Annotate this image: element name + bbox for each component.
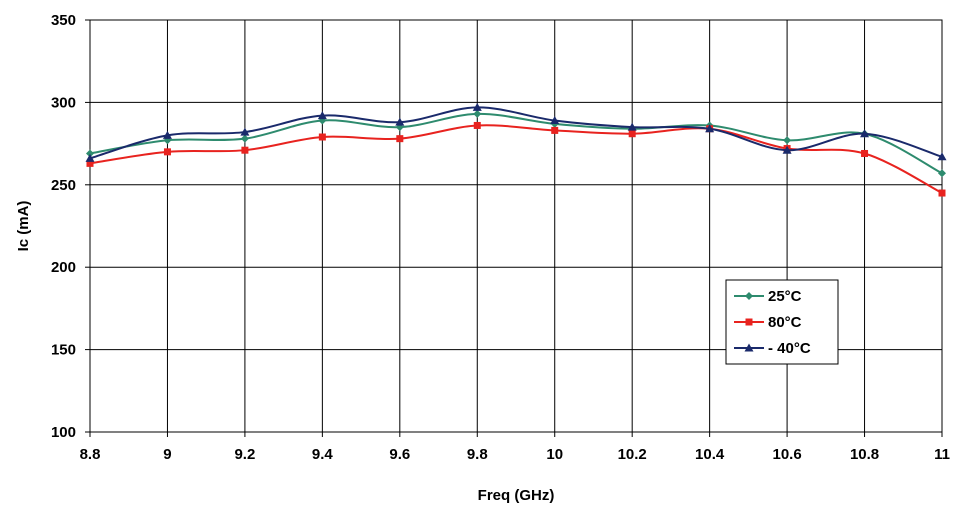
data-point <box>318 133 326 141</box>
data-point <box>782 145 792 154</box>
legend-item: - 40°C <box>734 340 811 357</box>
legend: 25°C 80°C - 40°C <box>725 279 839 365</box>
data-point <box>551 126 559 134</box>
series-line <box>89 112 943 175</box>
series-line <box>89 124 943 194</box>
series-line <box>89 106 943 160</box>
y-tick-label: 250 <box>51 177 76 194</box>
series-layer <box>85 102 947 197</box>
plot-frame <box>89 19 943 433</box>
series-0 <box>86 109 946 178</box>
data-point <box>473 109 482 118</box>
legend-marker <box>744 343 754 352</box>
x-tick-label: 9.4 <box>312 446 334 463</box>
series-2 <box>85 102 947 162</box>
x-tick-label: 10 <box>546 446 563 463</box>
legend-label: 80°C <box>768 314 802 331</box>
data-point <box>938 169 946 178</box>
data-point <box>783 136 792 145</box>
data-point <box>86 149 94 158</box>
legend-label: 25°C <box>768 288 802 305</box>
data-point <box>85 153 95 162</box>
x-axis-title: Freq (GHz) <box>478 487 555 504</box>
data-point <box>162 130 172 139</box>
x-tick-labels: 8.8 9 9.2 9.4 9.6 9.8 10 10.2 10.4 10.6 10.8 11 <box>80 446 950 463</box>
legend-item: 80°C <box>734 314 802 331</box>
y-tick-label: 300 <box>51 94 76 111</box>
x-tick-label: 10.8 <box>850 446 879 463</box>
data-point <box>861 149 869 157</box>
x-tick-label: 8.8 <box>80 446 101 463</box>
y-tick-label: 100 <box>51 424 76 441</box>
data-point <box>396 135 404 143</box>
x-tick-label: 10.4 <box>695 446 725 463</box>
data-point <box>705 124 715 133</box>
x-tick-label: 10.6 <box>772 446 801 463</box>
x-tick-label: 9.8 <box>467 446 488 463</box>
gridlines <box>85 19 943 437</box>
data-point <box>628 130 636 138</box>
x-tick-label: 10.2 <box>618 446 647 463</box>
data-point <box>86 159 94 167</box>
data-point <box>472 102 482 111</box>
data-point <box>937 152 947 161</box>
data-point <box>317 111 327 120</box>
data-point <box>938 189 946 197</box>
data-point <box>241 146 249 154</box>
x-tick-label: 11 <box>934 446 950 463</box>
x-tick-label: 9 <box>163 446 171 463</box>
data-point <box>627 122 637 131</box>
y-tick-label: 200 <box>51 259 76 276</box>
legend-item: 25°C <box>734 288 802 305</box>
legend-label: - 40°C <box>768 340 811 357</box>
legend-items: 25°C 80°C - 40°C <box>734 288 811 357</box>
data-point <box>240 134 249 143</box>
data-point <box>163 148 171 156</box>
y-tick-label: 150 <box>51 342 76 359</box>
x-tick-label: 9.6 <box>389 446 410 463</box>
y-tick-labels: 100 150 200 250 300 350 <box>51 12 76 441</box>
data-point <box>550 116 560 125</box>
y-axis-title: Ic (mA) <box>15 201 32 252</box>
legend-marker <box>745 292 753 300</box>
x-tick-label: 9.2 <box>234 446 255 463</box>
data-point <box>860 129 870 138</box>
data-point <box>473 121 481 129</box>
data-point <box>240 127 250 136</box>
y-tick-label: 350 <box>51 12 76 29</box>
legend-marker <box>745 318 753 326</box>
data-point <box>395 117 405 126</box>
